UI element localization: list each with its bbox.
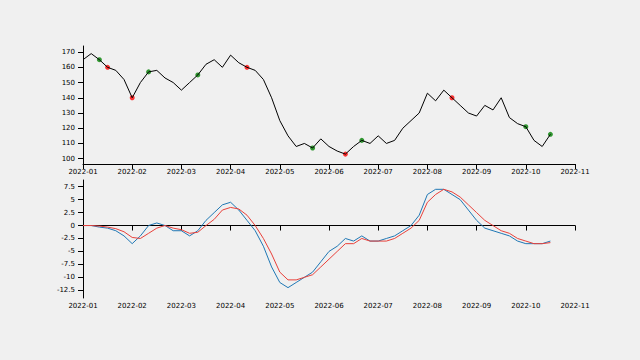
svg-text:160: 160 (62, 63, 75, 71)
svg-text:2022-05: 2022-05 (265, 168, 294, 176)
svg-text:2022-04: 2022-04 (216, 168, 246, 176)
svg-text:2022-06: 2022-06 (314, 168, 344, 176)
svg-text:-10: -10 (64, 273, 75, 281)
svg-text:2.5: 2.5 (64, 209, 75, 217)
svg-text:2022-07: 2022-07 (364, 168, 393, 176)
svg-text:2022-05: 2022-05 (265, 302, 294, 310)
svg-text:2022-02: 2022-02 (118, 168, 147, 176)
svg-text:140: 140 (62, 94, 75, 102)
svg-text:2022-09: 2022-09 (462, 168, 491, 176)
svg-text:130: 130 (62, 109, 75, 117)
svg-text:2022-09: 2022-09 (462, 302, 491, 310)
svg-text:2022-11: 2022-11 (560, 168, 589, 176)
svg-text:2022-07: 2022-07 (364, 302, 393, 310)
svg-text:2022-01: 2022-01 (68, 168, 97, 176)
svg-text:2022-01: 2022-01 (68, 302, 97, 310)
svg-text:7.5: 7.5 (64, 183, 75, 191)
svg-text:110: 110 (62, 139, 75, 147)
svg-text:2022-03: 2022-03 (167, 302, 196, 310)
svg-text:170: 170 (62, 48, 75, 56)
svg-text:2022-11: 2022-11 (560, 302, 589, 310)
svg-text:150: 150 (62, 79, 75, 87)
svg-text:5: 5 (71, 196, 75, 204)
svg-text:-7.5: -7.5 (61, 260, 75, 268)
svg-text:2022-02: 2022-02 (118, 302, 147, 310)
svg-text:100: 100 (62, 155, 75, 163)
svg-text:2022-06: 2022-06 (314, 302, 344, 310)
svg-text:2022-10: 2022-10 (511, 168, 540, 176)
svg-text:-12.5: -12.5 (57, 286, 75, 294)
svg-text:2022-08: 2022-08 (413, 168, 442, 176)
svg-text:0: 0 (71, 222, 75, 230)
svg-text:-2.5: -2.5 (61, 234, 75, 242)
svg-text:2022-03: 2022-03 (167, 168, 196, 176)
svg-text:-5: -5 (68, 247, 75, 255)
svg-text:120: 120 (62, 124, 75, 132)
svg-text:2022-10: 2022-10 (511, 302, 540, 310)
svg-text:2022-08: 2022-08 (413, 302, 442, 310)
svg-text:2022-04: 2022-04 (216, 302, 246, 310)
